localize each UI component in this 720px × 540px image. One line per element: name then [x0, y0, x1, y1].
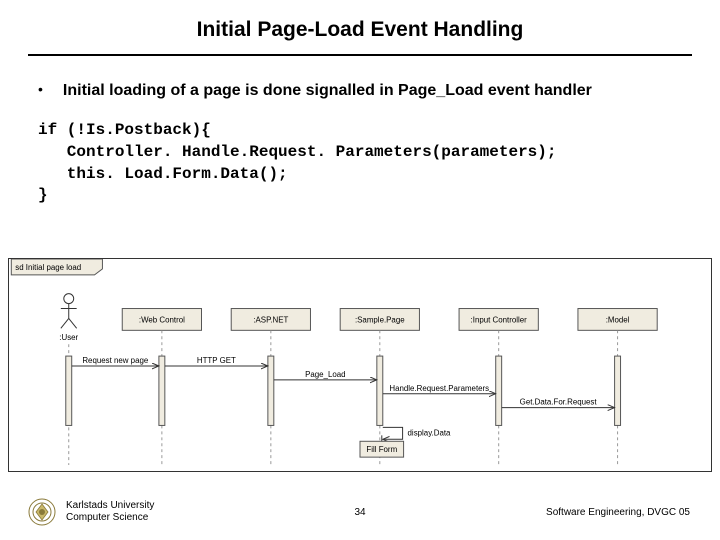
- message: Page_Load: [274, 370, 377, 380]
- lifeline: :Web Control: [122, 309, 201, 466]
- message: Get.Data.For.Request: [502, 398, 615, 408]
- footer-line2: Computer Science: [66, 512, 154, 524]
- code-block: if (!Is.Postback){ Controller. Handle.Re…: [0, 120, 720, 216]
- bullet-text: Initial loading of a page is done signal…: [63, 80, 592, 102]
- bullet-item: • Initial loading of a page is done sign…: [0, 80, 720, 120]
- message-label: display.Data: [408, 428, 452, 437]
- slide-title: Initial Page-Load Event Handling: [0, 0, 720, 54]
- message: Handle.Request.Parameters: [383, 384, 496, 394]
- message-label: HTTP GET: [197, 356, 236, 365]
- lifeline-label: :Sample.Page: [355, 315, 405, 324]
- bullet-marker: •: [38, 80, 43, 100]
- fill-form-label: Fill Form: [366, 445, 397, 454]
- lifeline-label: :ASP.NET: [253, 315, 288, 324]
- footer-line1: Karlstads University: [66, 500, 154, 512]
- actor-label: :User: [59, 333, 78, 342]
- lifeline-label: :Web Control: [139, 315, 185, 324]
- lifeline-label: :Model: [606, 315, 630, 324]
- lifeline: :ASP.NET: [231, 309, 310, 466]
- message-label: Get.Data.For.Request: [520, 398, 598, 407]
- message: HTTP GET: [165, 356, 268, 366]
- message: display.Data: [383, 427, 451, 439]
- lifeline-label: :Input Controller: [471, 315, 528, 324]
- course-code: Software Engineering, DVGC 05: [546, 507, 690, 518]
- message-label: Page_Load: [305, 370, 345, 379]
- message-label: Request new page: [82, 356, 149, 365]
- university-logo: [28, 498, 56, 526]
- page-number: 34: [354, 507, 365, 518]
- title-rule: [28, 54, 692, 56]
- footer-institution: Karlstads University Computer Science: [66, 500, 154, 524]
- fill-form-box: Fill Form: [360, 435, 404, 457]
- lifeline: :Model: [578, 309, 657, 466]
- message: Request new page: [72, 356, 159, 366]
- footer: Karlstads University Computer Science 34…: [0, 494, 720, 530]
- message-label: Handle.Request.Parameters: [389, 384, 489, 393]
- frame-label-text: sd Initial page load: [15, 263, 81, 272]
- diagram-frame-label: sd Initial page load: [11, 259, 102, 275]
- sequence-diagram: sd Initial page load :User :Web Control:…: [8, 258, 712, 472]
